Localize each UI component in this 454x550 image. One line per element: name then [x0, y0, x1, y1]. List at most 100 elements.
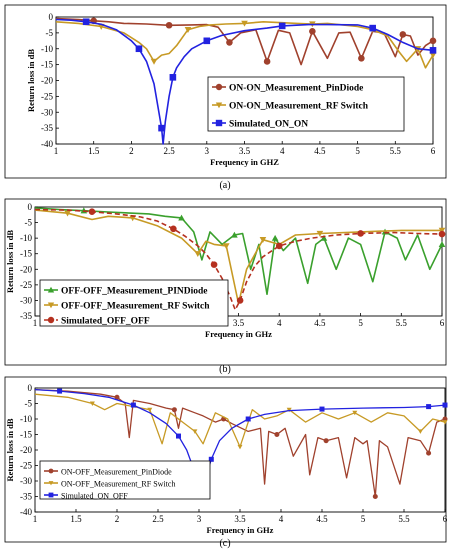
data-point-marker — [150, 58, 158, 65]
data-point-marker — [210, 261, 218, 268]
data-point-marker — [271, 234, 279, 241]
legend-label: Simulated_OFF_OFF — [61, 317, 150, 327]
data-point-marker — [226, 39, 233, 46]
y-tick-label: -10 — [20, 414, 32, 424]
y-tick-label: -35 — [41, 123, 53, 133]
x-tick-label: 1 — [33, 514, 38, 524]
panel-caption: (b) — [219, 364, 231, 375]
data-point-marker — [236, 297, 244, 304]
data-point-marker — [369, 24, 376, 32]
data-point-marker — [208, 456, 214, 462]
x-tick-label: 6 — [443, 514, 448, 524]
legend-marker — [215, 102, 223, 109]
data-point-marker — [147, 407, 153, 413]
data-point-marker — [176, 433, 181, 439]
x-tick-label: 4.5 — [316, 514, 328, 524]
y-tick-label: -5 — [46, 28, 54, 38]
data-point-marker — [263, 58, 271, 65]
x-tick-label: 1 — [54, 146, 59, 156]
data-point-marker — [372, 494, 378, 499]
x-tick-label: 2.5 — [152, 514, 164, 524]
y-tick-label: -15 — [20, 249, 32, 259]
y-tick-label: -20 — [41, 76, 53, 86]
legend-box — [39, 460, 211, 500]
data-point-marker — [438, 227, 446, 234]
series-line — [34, 207, 443, 295]
y-tick-label: -40 — [20, 507, 32, 517]
data-point-marker — [89, 401, 95, 406]
series-3 — [34, 208, 446, 311]
x-tick-label: 4.5 — [314, 146, 326, 156]
x-tick-label: 2 — [115, 514, 120, 524]
legend-box — [39, 279, 229, 327]
x-tick-label: 5 — [361, 514, 366, 524]
panel-border — [4, 4, 447, 179]
x-axis-label: Frequency in GHZ — [210, 157, 279, 167]
chart-panel-c: 1 1.5 2 2.5 3 3.5 4 4.5 5 5.5 6 0 -5 -10 -15 -20 -25 -30 -… — [4, 376, 448, 543]
data-point-marker — [171, 407, 177, 413]
data-point-marker — [259, 237, 267, 243]
y-tick-label: -40 — [41, 139, 53, 149]
data-point-marker — [88, 208, 96, 215]
legend-marker — [48, 468, 54, 474]
y-tick-label: -25 — [41, 91, 53, 101]
data-point-marker — [203, 37, 211, 45]
x-tick-label: 3.5 — [233, 318, 245, 328]
x-tick-label: 1.5 — [70, 514, 82, 524]
x-tick-label: 3 — [205, 146, 210, 156]
data-point-marker — [320, 234, 328, 241]
series-line — [55, 18, 434, 145]
panel-caption: (a) — [219, 180, 230, 191]
data-point-marker — [165, 21, 173, 29]
legend-marker — [47, 316, 55, 324]
legend-label: ON-ON_Measurement_PinDiode — [229, 84, 363, 94]
data-point-marker — [399, 31, 407, 38]
data-point-marker — [82, 18, 90, 26]
data-point-marker — [169, 74, 177, 81]
data-point-marker — [130, 402, 136, 408]
y-tick-label: 0 — [49, 12, 54, 22]
data-point-marker — [438, 230, 446, 238]
data-point-marker — [114, 394, 120, 400]
x-tick-label: 4 — [277, 318, 282, 328]
legend-label: Simulated_ON_ON — [229, 120, 308, 130]
y-tick-label: -25 — [20, 280, 32, 290]
y-tick-label: -30 — [41, 107, 53, 117]
legend-marker — [48, 481, 54, 486]
data-point-marker — [222, 243, 230, 250]
series-1 — [55, 17, 437, 66]
legend-label: ON-OFF_Measurement_RF Switch — [61, 480, 175, 489]
data-point-marker — [57, 388, 63, 394]
data-point-marker — [170, 225, 177, 233]
data-point-marker — [64, 210, 71, 217]
panel-border — [4, 198, 447, 366]
series-line — [34, 388, 446, 498]
y-axis-label: Return loss in dB — [5, 418, 15, 481]
data-point-marker — [417, 429, 423, 434]
y-tick-label: -30 — [20, 476, 32, 486]
series-line — [55, 17, 434, 66]
data-point-marker — [429, 47, 437, 54]
x-tick-label: 5 — [358, 318, 363, 328]
data-point-marker — [357, 230, 364, 237]
legend-marker — [48, 492, 54, 498]
y-tick-label: -15 — [41, 60, 53, 70]
data-point-marker — [135, 45, 143, 53]
x-tick-label: 1.5 — [88, 146, 100, 156]
data-point-marker — [426, 450, 432, 456]
legend-label: OFF-OFF_Measurement_PINDiode — [61, 287, 208, 297]
data-point-marker — [358, 54, 365, 62]
data-point-marker — [178, 214, 185, 221]
y-tick-label: -20 — [20, 445, 32, 455]
y-axis-label: Return loss in dB — [26, 49, 36, 112]
legend-label: Simulated_ON_OFF — [61, 492, 128, 501]
series-3 — [55, 18, 437, 145]
x-tick-label: 5.5 — [396, 318, 408, 328]
series-2 — [34, 393, 448, 450]
data-point-marker — [438, 241, 446, 248]
x-tick-label: 1 — [33, 318, 38, 328]
x-tick-label: 5.5 — [390, 146, 402, 156]
x-tick-label: 4.5 — [314, 318, 326, 328]
panel-border — [4, 376, 447, 543]
